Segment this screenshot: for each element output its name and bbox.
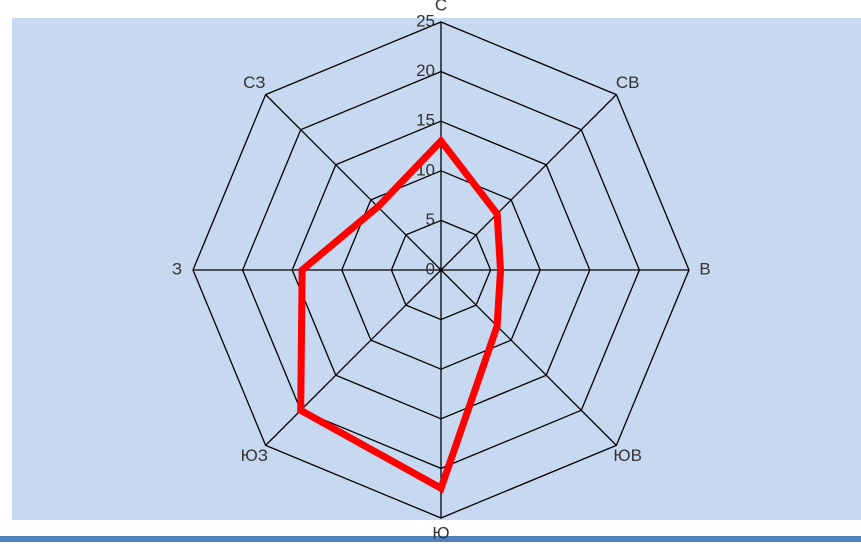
series-line [297,135,505,494]
category-label: З [172,259,182,278]
bottom-bar [0,536,861,542]
category-label: ЮВ [613,446,642,465]
category-label: В [699,259,710,278]
spoke [440,94,617,271]
spoke [265,94,442,271]
category-label: С [435,0,447,14]
category-label: СВ [616,73,640,92]
tick-label: 20 [416,61,435,80]
tick-label: 15 [416,111,435,130]
spoke [440,269,617,446]
category-label: Ю [432,523,449,542]
category-label: ЮЗ [241,446,268,465]
category-label: СЗ [243,73,265,92]
tick-label: 5 [426,210,435,229]
spoke [265,269,442,446]
plot-area [12,18,861,520]
tick-label: 0 [426,259,435,278]
tick-label: 25 [416,11,435,30]
